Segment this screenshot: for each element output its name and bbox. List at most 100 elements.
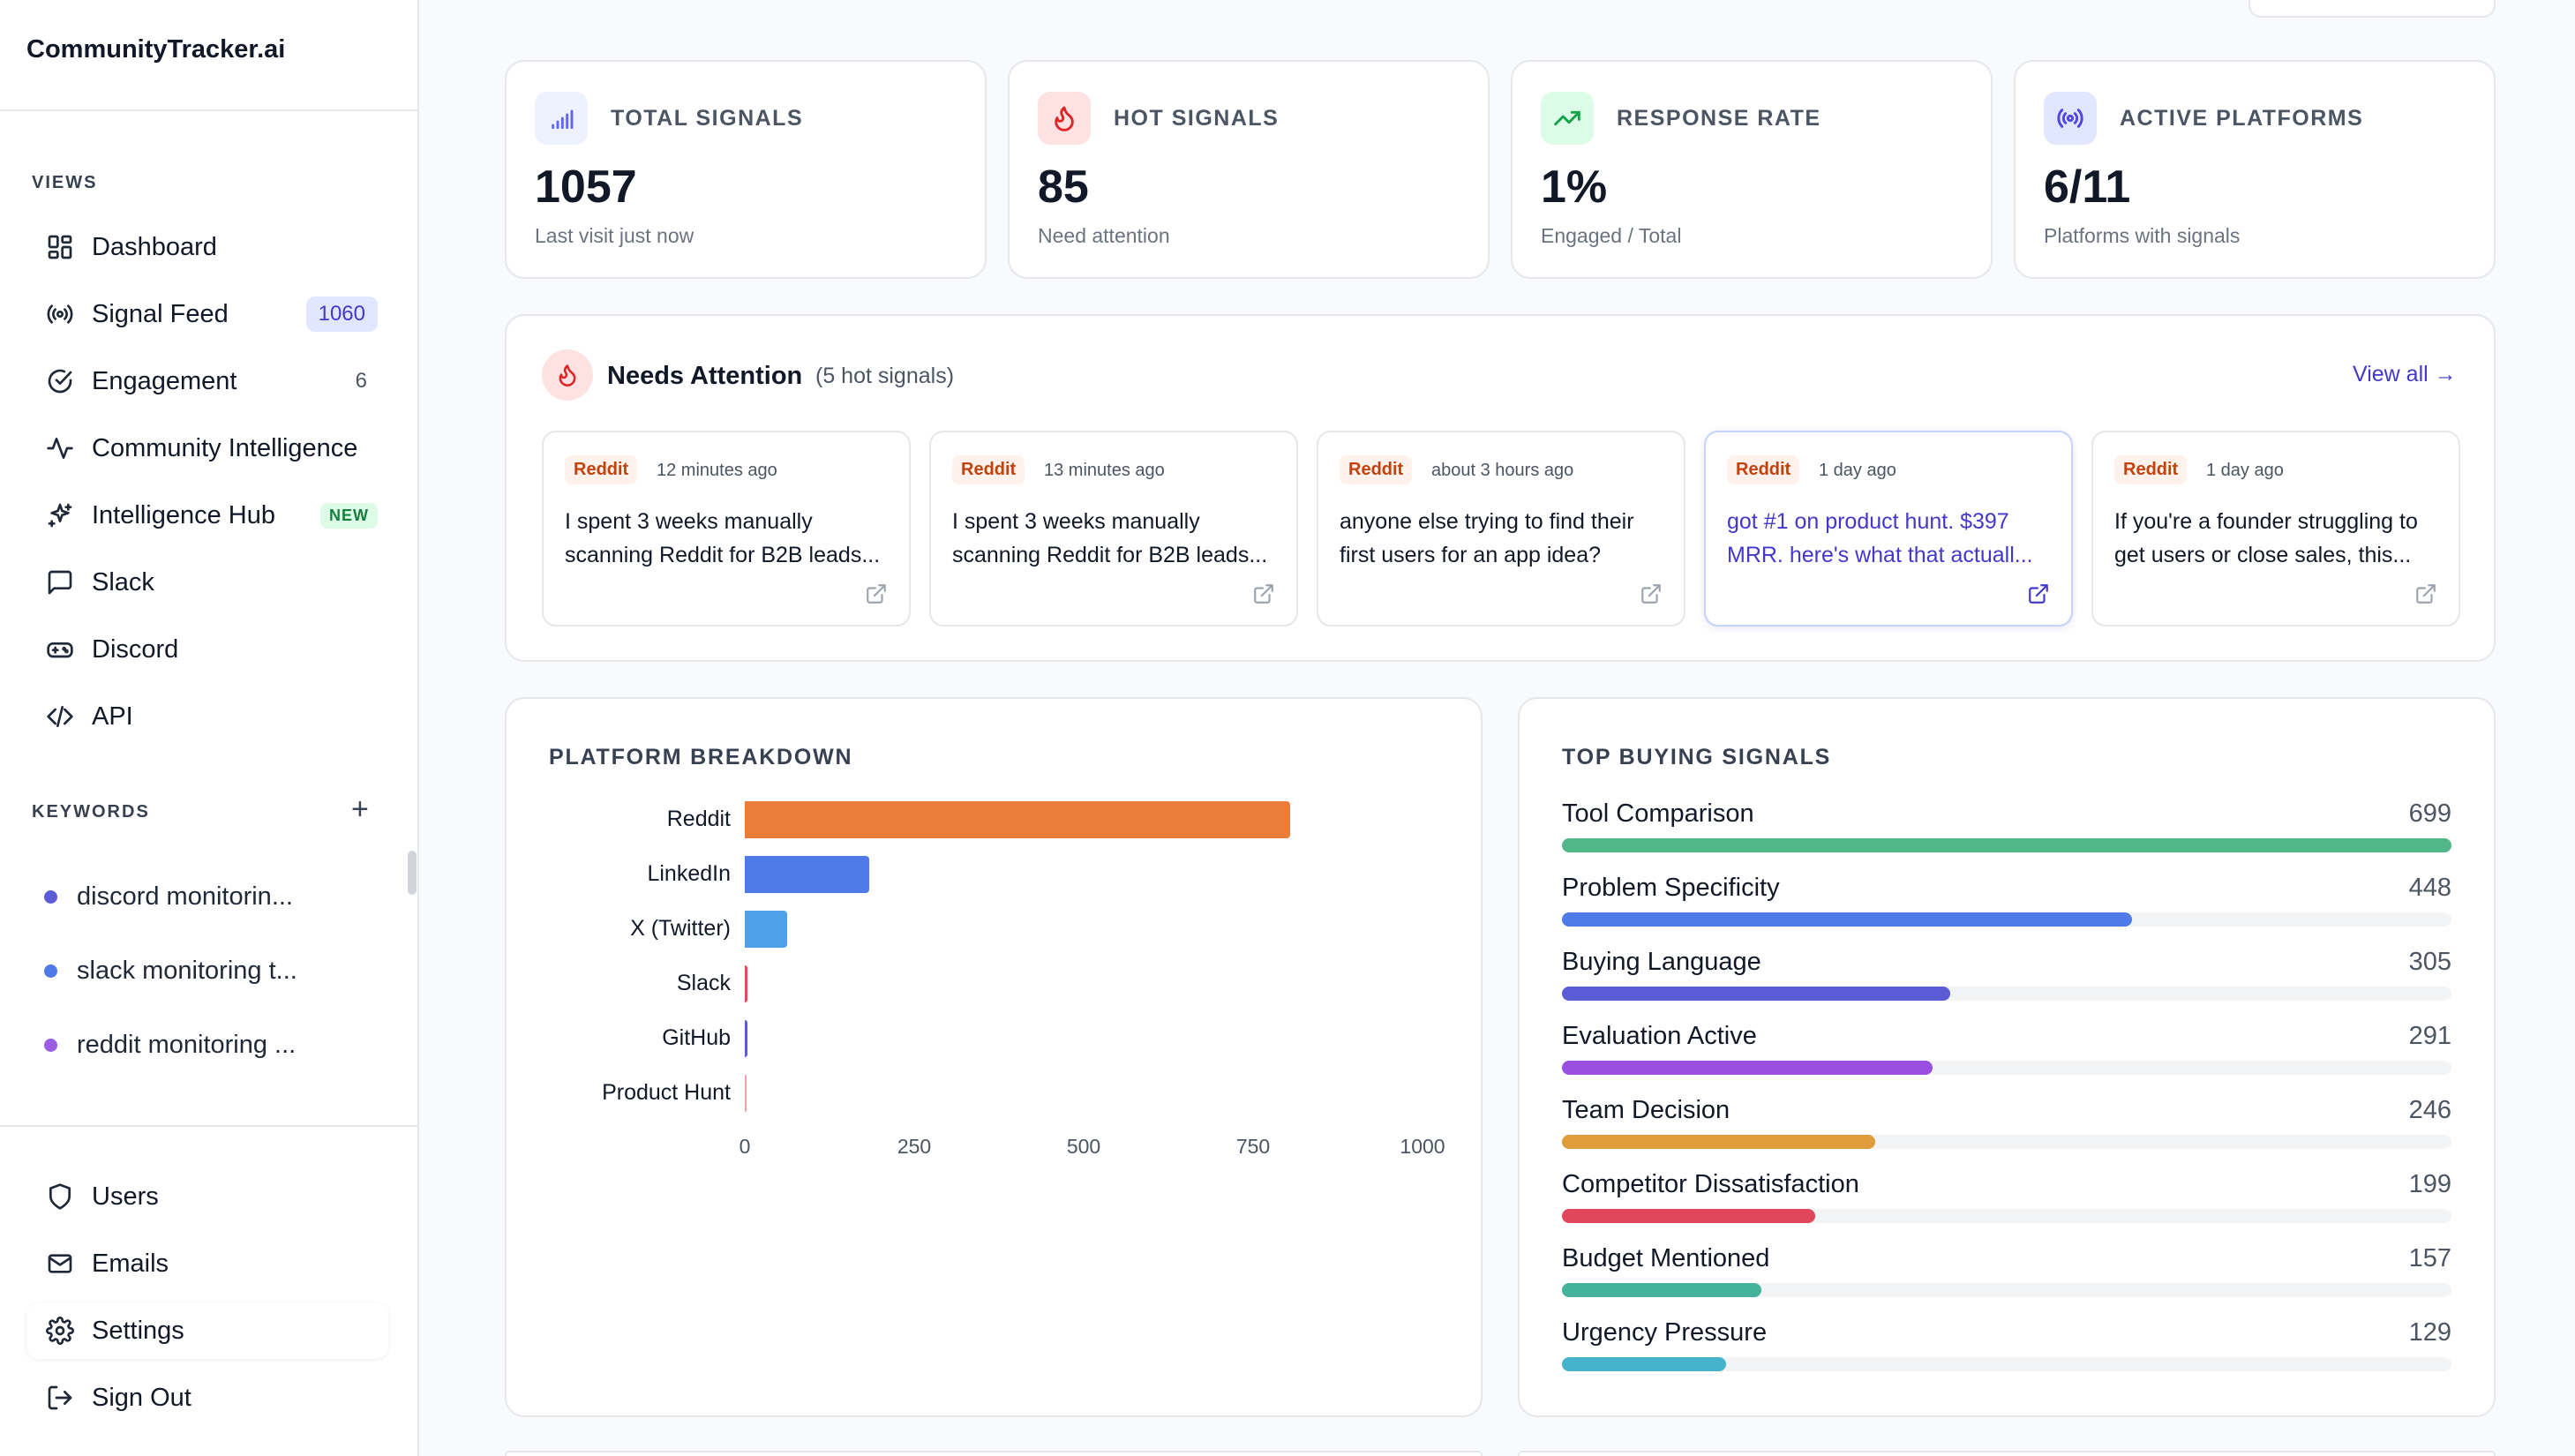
gear-icon <box>42 1313 78 1348</box>
progress-track <box>1562 912 2451 927</box>
sidebar-item-label: Signal Feed <box>92 299 229 328</box>
progress-fill <box>1562 987 1950 1001</box>
bar-x-twitter-[interactable] <box>745 911 787 948</box>
keyword-item[interactable]: slack monitoring t... <box>44 944 297 997</box>
platform-badge: Reddit <box>1340 455 1413 484</box>
platform-badge: Reddit <box>2114 455 2188 484</box>
platform-badge: Reddit <box>952 455 1025 484</box>
stat-title: RESPONSE RATE <box>1617 106 1821 131</box>
signal-card[interactable]: Reddit 1 day ago got #1 on product hunt.… <box>1704 431 2073 627</box>
sidebar-item-dashboard[interactable]: Dashboard <box>26 219 388 275</box>
shield-icon <box>42 1179 78 1214</box>
buying-signal-row[interactable]: Team Decision 246 <box>1562 1096 2451 1170</box>
signal-count-badge: 1060 <box>305 296 378 332</box>
external-link-icon[interactable] <box>1252 582 1275 605</box>
external-link-icon[interactable] <box>2027 582 2050 605</box>
buying-signal-row[interactable]: Buying Language 305 <box>1562 948 2451 1022</box>
divider <box>0 109 419 111</box>
x-tick-label: 1000 <box>1400 1135 1445 1158</box>
message-square-icon <box>42 565 78 600</box>
brand-logo-text[interactable]: CommunityTracker.ai <box>26 35 286 64</box>
x-tick-label: 0 <box>739 1135 751 1158</box>
bar-slack[interactable] <box>745 965 748 1002</box>
platform-badge: Reddit <box>565 455 638 484</box>
trending-up-icon <box>1541 92 1594 145</box>
buying-signal-label: Budget Mentioned <box>1562 1244 1770 1272</box>
sidebar-item-settings[interactable]: Settings <box>26 1302 388 1359</box>
signal-card[interactable]: Reddit 13 minutes ago I spent 3 weeks ma… <box>929 431 1298 627</box>
stat-subtitle: Platforms with signals <box>2044 224 2241 247</box>
progress-fill <box>1562 912 2133 927</box>
sidebar-item-slack[interactable]: Slack <box>26 554 388 611</box>
sidebar-item-sign-out[interactable]: Sign Out <box>26 1370 388 1426</box>
logout-icon <box>42 1380 78 1415</box>
sidebar-item-users[interactable]: Users <box>26 1168 388 1225</box>
progress-track <box>1562 838 2451 852</box>
keyword-item[interactable]: reddit monitoring ... <box>44 1018 296 1071</box>
views-section-label: VIEWS <box>32 173 98 192</box>
external-link-icon[interactable] <box>2414 582 2437 605</box>
signal-text: got #1 on product hunt. $397 MRR. here's… <box>1727 509 2033 567</box>
progress-track <box>1562 1283 2451 1297</box>
sidebar-item-intelligence-hub[interactable]: Intelligence Hub NEW <box>26 487 388 544</box>
signal-text: I spent 3 weeks manually scanning Reddit… <box>952 509 1268 567</box>
flame-icon <box>1038 92 1091 145</box>
buying-signal-row[interactable]: Evaluation Active 291 <box>1562 1022 2451 1096</box>
keyword-label: slack monitoring t... <box>77 956 297 985</box>
next-panel-edge <box>1518 1451 2496 1456</box>
external-link-icon[interactable] <box>865 582 888 605</box>
signal-time: 12 minutes ago <box>657 461 777 480</box>
signal-card[interactable]: Reddit 12 minutes ago I spent 3 weeks ma… <box>542 431 911 627</box>
panel-title: TOP BUYING SIGNALS <box>1562 745 1832 769</box>
keyword-label: discord monitorin... <box>77 882 293 911</box>
add-keyword-button[interactable]: + <box>351 792 369 826</box>
sidebar-item-api[interactable]: API <box>26 688 388 745</box>
sidebar-item-discord[interactable]: Discord <box>26 621 388 678</box>
signal-card[interactable]: Reddit 1 day ago If you're a founder str… <box>2091 431 2460 627</box>
bar-reddit[interactable] <box>745 801 1291 838</box>
signal-card[interactable]: Reddit about 3 hours ago anyone else try… <box>1317 431 1685 627</box>
stat-card-response-rate: RESPONSE RATE 1% Engaged / Total <box>1511 60 1993 279</box>
buying-signal-row[interactable]: Budget Mentioned 157 <box>1562 1244 2451 1318</box>
sidebar-scrollbar[interactable] <box>408 851 417 895</box>
broadcast-icon <box>2044 92 2097 145</box>
sidebar-item-engagement[interactable]: Engagement 6 <box>26 353 388 409</box>
buying-signal-row[interactable]: Competitor Dissatisfaction 199 <box>1562 1170 2451 1244</box>
progress-track <box>1562 1135 2451 1149</box>
engagement-count: 6 <box>355 369 367 393</box>
header-control[interactable] <box>2248 0 2496 18</box>
keyword-item[interactable]: discord monitorin... <box>44 870 293 923</box>
bar-linkedin[interactable] <box>745 856 869 893</box>
buying-signal-label: Evaluation Active <box>1562 1022 1757 1050</box>
progress-track <box>1562 987 2451 1001</box>
sidebar-item-label: API <box>92 702 133 731</box>
bar-github[interactable] <box>745 1020 748 1057</box>
buying-signal-value: 199 <box>2408 1170 2451 1198</box>
stat-value: 1% <box>1541 161 1608 213</box>
stat-card-hot-signals: HOT SIGNALS 85 Need attention <box>1008 60 1490 279</box>
buying-signal-row[interactable]: Tool Comparison 699 <box>1562 799 2451 874</box>
check-circle-icon <box>42 364 78 399</box>
stat-title: ACTIVE PLATFORMS <box>2120 106 2364 131</box>
buying-signal-row[interactable]: Urgency Pressure 129 <box>1562 1318 2451 1392</box>
sidebar-item-community-intelligence[interactable]: Community Intelligence <box>26 420 388 477</box>
arrow-right-icon: → <box>2434 362 2457 387</box>
keyword-label: reddit monitoring ... <box>77 1030 297 1059</box>
buying-signal-value: 246 <box>2408 1096 2451 1124</box>
buying-signal-value: 291 <box>2408 1022 2451 1050</box>
stat-subtitle: Need attention <box>1038 224 1170 247</box>
x-tick-label: 500 <box>1066 1135 1101 1158</box>
buying-signal-row[interactable]: Problem Specificity 448 <box>1562 874 2451 948</box>
external-link-icon[interactable] <box>1640 582 1663 605</box>
buying-signal-label: Problem Specificity <box>1562 874 1780 902</box>
bar-signal-icon <box>535 92 588 145</box>
stat-title: TOTAL SIGNALS <box>611 106 804 131</box>
progress-fill <box>1562 1357 1727 1371</box>
sidebar-item-signal-feed[interactable]: Signal Feed 1060 <box>26 286 388 342</box>
view-all-link[interactable]: View all → <box>2353 362 2457 387</box>
sidebar-item-emails[interactable]: Emails <box>26 1235 388 1292</box>
x-tick-label: 250 <box>897 1135 932 1158</box>
bar-product-hunt[interactable] <box>745 1075 747 1112</box>
keyword-color-dot <box>44 889 57 904</box>
buying-signal-label: Team Decision <box>1562 1096 1730 1124</box>
